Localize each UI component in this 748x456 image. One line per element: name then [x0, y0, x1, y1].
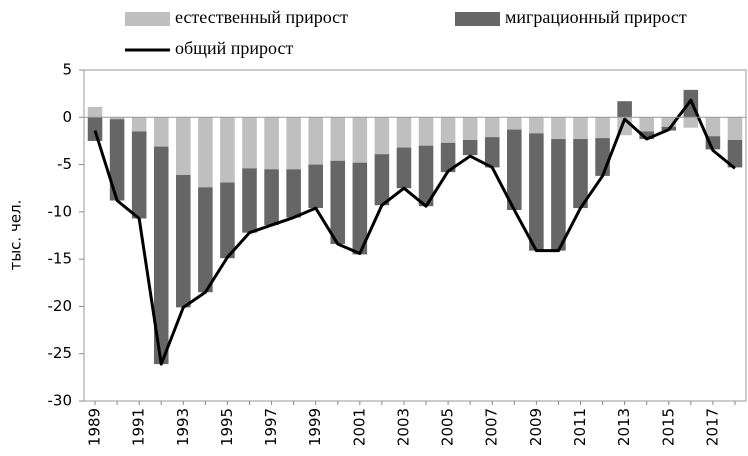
bar: [396, 117, 412, 148]
bar: [109, 119, 125, 201]
bar: [87, 117, 103, 141]
bar: [683, 117, 699, 128]
bar: [440, 142, 456, 173]
bar: [330, 160, 346, 245]
bar: [507, 129, 522, 210]
bar: [484, 137, 500, 168]
bar: [551, 117, 566, 140]
bar: [639, 131, 654, 140]
y-tick-label: -25: [48, 344, 73, 362]
bar: [330, 117, 346, 161]
bar: [573, 139, 588, 209]
x-tick-label: 2007: [483, 408, 501, 446]
x-tick-label: 1993: [174, 408, 192, 446]
x-tick-label: 1991: [130, 408, 148, 446]
bar: [352, 162, 368, 255]
bar: [639, 117, 654, 132]
bar: [595, 117, 610, 139]
bar: [220, 117, 235, 183]
y-tick-label: -15: [48, 250, 73, 268]
bar: [87, 106, 103, 118]
bar: [131, 131, 147, 219]
bar: [529, 117, 544, 134]
bar: [374, 117, 390, 155]
bar: [418, 117, 434, 146]
bar: [198, 187, 213, 293]
bar: [727, 139, 743, 168]
y-tick-label: -10: [48, 202, 73, 220]
bar: [374, 154, 390, 206]
bar: [131, 117, 147, 132]
bar: [661, 117, 677, 127]
bar: [484, 117, 500, 138]
bar: [109, 117, 125, 120]
x-tick-label: 1989: [86, 408, 104, 446]
x-tick-label: 2017: [703, 408, 721, 446]
bar: [617, 101, 632, 118]
x-tick-label: 1999: [306, 408, 324, 446]
bar: [418, 145, 434, 207]
y-tick-label: -20: [48, 297, 73, 315]
bar: [242, 168, 257, 233]
x-tick-label: 2011: [571, 408, 589, 446]
x-tick-label: 2005: [439, 408, 457, 446]
line: [93, 98, 736, 366]
bar: [264, 169, 279, 226]
y-tick-label: -5: [57, 155, 72, 173]
bar: [153, 146, 169, 365]
bar: [308, 164, 323, 209]
bar: [507, 117, 522, 130]
bar: [705, 117, 721, 137]
x-tick-label: 2015: [659, 408, 677, 446]
plot-frame: [83, 69, 747, 402]
bar: [242, 117, 257, 169]
bar: [286, 169, 301, 218]
bar: [308, 117, 323, 165]
legend-label: общий прирост: [175, 38, 293, 58]
bar: [462, 139, 478, 156]
legend-swatch: [455, 12, 500, 26]
y-tick-label: 0: [62, 108, 72, 126]
bar: [220, 182, 235, 259]
x-tick-label: 1995: [218, 408, 236, 446]
legend-label: естественный прирост: [175, 7, 348, 27]
bar: [352, 117, 368, 163]
bar: [153, 117, 169, 147]
bar: [551, 139, 566, 251]
y-axis-label: тыс. чел.: [7, 200, 25, 271]
bar: [440, 117, 456, 143]
x-tick-label: 1997: [262, 408, 280, 446]
bar: [176, 117, 191, 175]
bar: [198, 117, 213, 188]
bar: [264, 117, 279, 170]
y-tick-label: -30: [48, 392, 73, 410]
legend-label: миграционный прирост: [505, 7, 687, 27]
x-tick-label: 2003: [394, 408, 412, 446]
bar: [573, 117, 588, 140]
legend-swatch: [125, 12, 170, 26]
x-tick-label: 2013: [615, 408, 633, 446]
bar: [595, 138, 610, 176]
bar: [176, 174, 191, 308]
bar: [529, 133, 544, 251]
x-tick-label: 2009: [527, 408, 545, 446]
x-tick-label: 2001: [350, 408, 368, 446]
y-tick-label: 5: [62, 61, 72, 79]
bar: [462, 117, 478, 140]
bar: [286, 117, 301, 170]
bar: [396, 147, 412, 189]
bar: [727, 117, 743, 140]
